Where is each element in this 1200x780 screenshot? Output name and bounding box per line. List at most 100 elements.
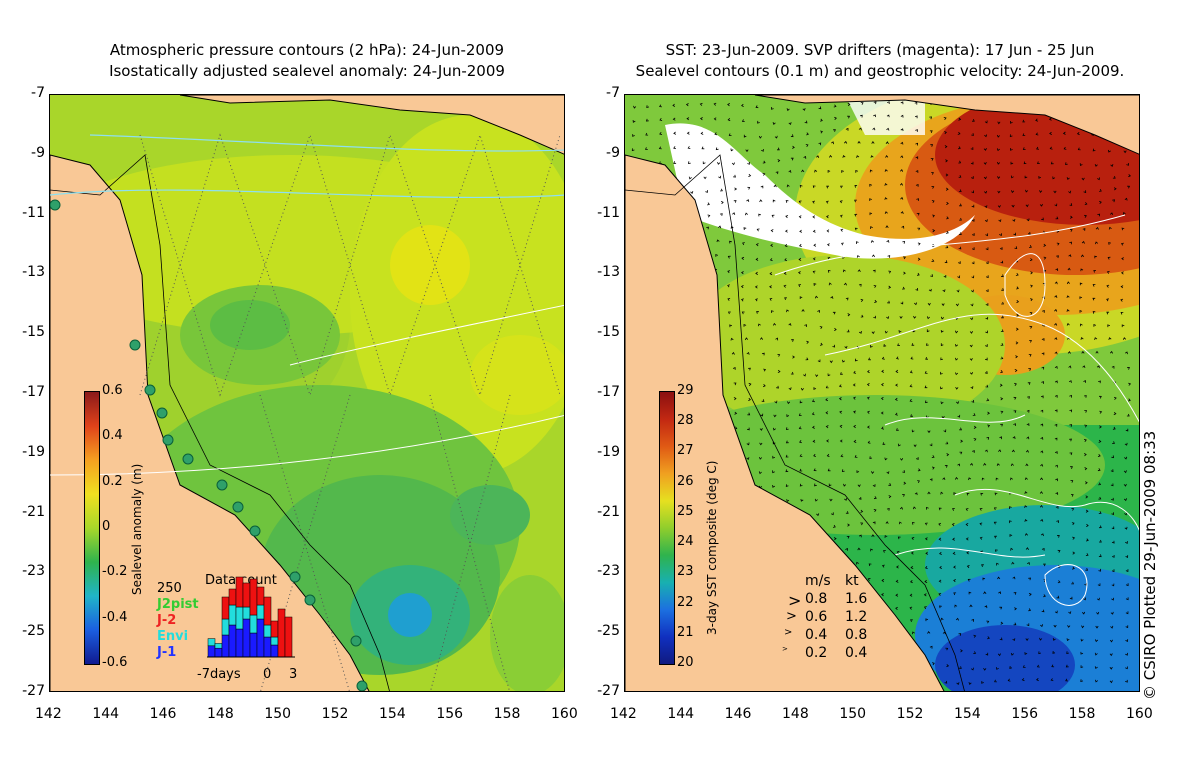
velocity-arrow (1081, 625, 1085, 629)
velocity-arrow (845, 127, 849, 131)
x-axis-tick-label: 158 (1068, 706, 1096, 722)
velocity-arrow (788, 169, 792, 173)
velocity-arrow (703, 176, 707, 180)
velocity-arrow (1067, 625, 1071, 628)
velocity-arrow (970, 303, 974, 307)
velocity-arrow (972, 413, 976, 416)
velocity-arrow (769, 298, 773, 301)
colorbar-tick-label: 23 (677, 564, 694, 580)
velocity-arrow (996, 148, 1000, 152)
velocity-arrow (801, 169, 805, 173)
velocity-arrow (999, 637, 1003, 641)
velocity-arrow (1099, 189, 1102, 192)
velocity-arrow (1125, 679, 1128, 683)
data-count-bar-j2 (263, 596, 272, 626)
velocity-arrow (732, 366, 736, 370)
velocity-arrow (924, 579, 928, 583)
velocity-arrow (1068, 254, 1072, 258)
velocity-arrow (888, 495, 892, 499)
velocity-arrow (997, 190, 1001, 194)
x-axis-tick-label: 154 (954, 706, 981, 722)
velocity-arrow (898, 521, 902, 525)
velocity-arrow (910, 565, 914, 569)
y-axis-tick-label: -23 (22, 563, 45, 580)
velocity-arrow (1055, 492, 1059, 495)
velocity-arrow (772, 199, 776, 203)
velocity-arrow (924, 522, 928, 526)
velocity-arrow (1066, 638, 1070, 642)
data-count-bar-j1 (221, 634, 230, 658)
velocity-arrow (759, 199, 763, 203)
velocity-arrow (1083, 439, 1087, 442)
velocity-arrow (1027, 231, 1031, 235)
velocity-arrow (1081, 177, 1085, 181)
velocity-arrow (1125, 583, 1129, 587)
velocity-arrow (788, 323, 792, 326)
velocity-arrow (747, 412, 751, 416)
velocity-arrow (970, 161, 974, 165)
velocity-arrow (884, 211, 888, 214)
colorbar-tick-label: 22 (677, 594, 694, 610)
velocity-arrow (1111, 455, 1114, 459)
velocity-arrow (838, 384, 842, 388)
velocity-arrow (1125, 597, 1129, 601)
velocity-arrow (1039, 190, 1043, 194)
velocity-arrow (871, 254, 875, 258)
velocity-arrow (958, 146, 961, 150)
velocity-arrow (887, 255, 891, 258)
data-count-legend-j-2: J-2 (157, 613, 177, 628)
velocity-arrow (1039, 637, 1043, 641)
velocity-arrow (926, 329, 930, 333)
velocity-arrow (1040, 409, 1044, 413)
velocity-arrow (899, 182, 904, 186)
velocity-arrow (931, 259, 935, 262)
velocity-arrow (1069, 409, 1073, 413)
velocity-arrow (1082, 228, 1086, 231)
velocity-arrow (1067, 267, 1071, 271)
velocity-arrow (814, 169, 818, 173)
velocity-arrow (743, 134, 747, 138)
velocity-arrow (1081, 240, 1085, 244)
velocity-arrow (844, 497, 848, 501)
velocity-arrow (772, 122, 776, 125)
data-count-bar-envi (256, 604, 265, 620)
velocity-arrow (881, 426, 885, 430)
velocity-arrow (1000, 621, 1004, 625)
velocity-arrow (730, 148, 734, 152)
velocity-arrow (1069, 203, 1073, 206)
velocity-arrow (872, 521, 876, 525)
velocity-arrow (869, 198, 872, 202)
velocity-arrow (900, 141, 904, 145)
colorbar-tick-label: 0.6 (102, 383, 123, 398)
velocity-arrow (1076, 132, 1080, 136)
velocity-arrow (997, 205, 1001, 208)
velocity-arrow (1035, 678, 1039, 682)
velocity-arrow (744, 337, 749, 341)
velocity-legend-arrow: > (788, 591, 802, 610)
velocity-arrow (1083, 453, 1087, 457)
x-axis-tick-label: 144 (667, 706, 695, 722)
velocity-arrow (938, 551, 942, 555)
velocity-arrow (769, 272, 773, 276)
velocity-arrow (658, 146, 662, 150)
velocity-arrow (730, 337, 734, 341)
colorbar-tick-label: 26 (677, 473, 694, 489)
velocity-arrow (841, 469, 845, 472)
velocity-arrow (1071, 581, 1074, 585)
velocity-arrow (1092, 297, 1096, 301)
velocity-arrow (755, 298, 758, 302)
velocity-arrow (993, 507, 997, 511)
velocity-arrow (1084, 481, 1088, 485)
velocity-arrow (999, 247, 1003, 250)
velocity-arrow (1123, 470, 1127, 474)
velocity-arrow (930, 158, 934, 161)
velocity-arrow (994, 679, 997, 683)
velocity-arrow (895, 579, 899, 583)
velocity-arrow (1024, 491, 1028, 495)
velocity-arrow (784, 229, 788, 233)
velocity-arrow (957, 275, 961, 279)
velocity-arrow (840, 185, 843, 189)
velocity-arrow (814, 498, 818, 502)
velocity-arrow (811, 412, 815, 416)
velocity-arrow (1029, 298, 1033, 302)
